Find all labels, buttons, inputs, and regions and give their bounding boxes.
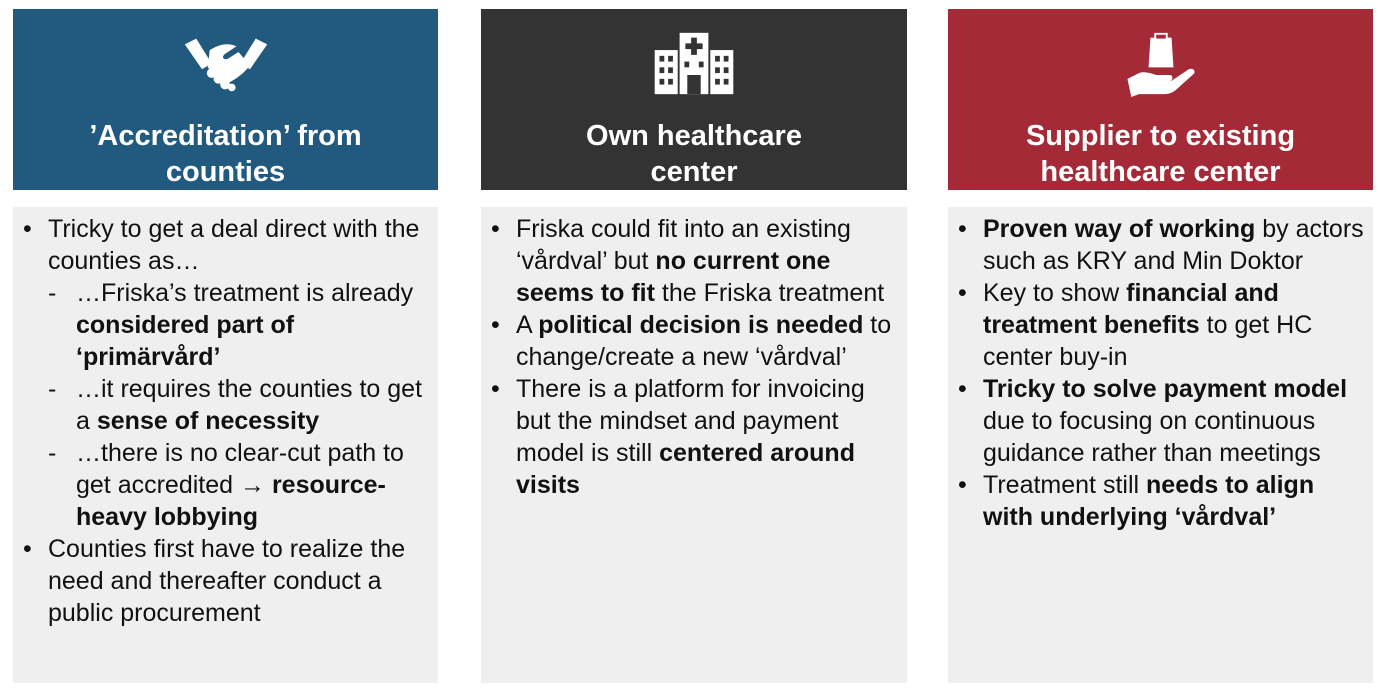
- title-line: healthcare center: [1040, 156, 1281, 188]
- hand-holding-bag-icon: [1126, 32, 1195, 98]
- column-title: ’Accreditation’ from counties: [89, 118, 361, 190]
- column-body: Tricky to get a deal direct with the cou…: [13, 207, 438, 683]
- bullet-item: Tricky to solve payment model due to foc…: [948, 373, 1365, 469]
- column-header: Supplier to existing healthcare center: [948, 9, 1373, 190]
- column-body: Friska could fit into an existing ‘vårdv…: [481, 207, 907, 683]
- title-line: Own healthcare: [586, 120, 802, 152]
- sub-bullet-item: …there is no clear-cut path to get accre…: [48, 437, 430, 533]
- column-title: Supplier to existing healthcare center: [1026, 118, 1295, 190]
- bullet-item: Key to show financial and treatment bene…: [948, 277, 1365, 373]
- title-line: ’Accreditation’ from: [89, 120, 362, 152]
- title-line: Supplier to existing: [1025, 120, 1296, 152]
- column-own-healthcare-center: Own healthcare center Friska could fit i…: [481, 9, 907, 683]
- column-title: Own healthcare center: [586, 118, 802, 190]
- bullet-item: Proven way of working by actors such as …: [948, 213, 1365, 277]
- handshake-icon: [184, 38, 267, 92]
- bullet-item: Counties first have to realize the need …: [13, 533, 430, 629]
- column-header: ’Accreditation’ from counties: [13, 9, 438, 190]
- bullet-item: A political decision is needed to change…: [481, 309, 899, 373]
- bullet-item: Friska could fit into an existing ‘vårdv…: [481, 213, 899, 309]
- bullet-item: Treatment still needs to align with unde…: [948, 469, 1365, 533]
- title-line: counties: [165, 156, 286, 188]
- bullet-item: There is a platform for invoicing but th…: [481, 373, 899, 501]
- bullet-item: Tricky to get a deal direct with the cou…: [13, 213, 430, 533]
- column-accreditation: ’Accreditation’ from counties Tricky to …: [13, 9, 438, 683]
- sub-bullet-item: …Friska’s treatment is already considere…: [48, 277, 430, 373]
- title-line: center: [650, 156, 738, 188]
- hospital-icon: [654, 32, 734, 95]
- column-supplier: Supplier to existing healthcare center P…: [948, 9, 1373, 683]
- column-header: Own healthcare center: [481, 9, 907, 190]
- sub-bullet-item: …it requires the counties to get a sense…: [48, 373, 430, 437]
- column-body: Proven way of working by actors such as …: [948, 207, 1373, 683]
